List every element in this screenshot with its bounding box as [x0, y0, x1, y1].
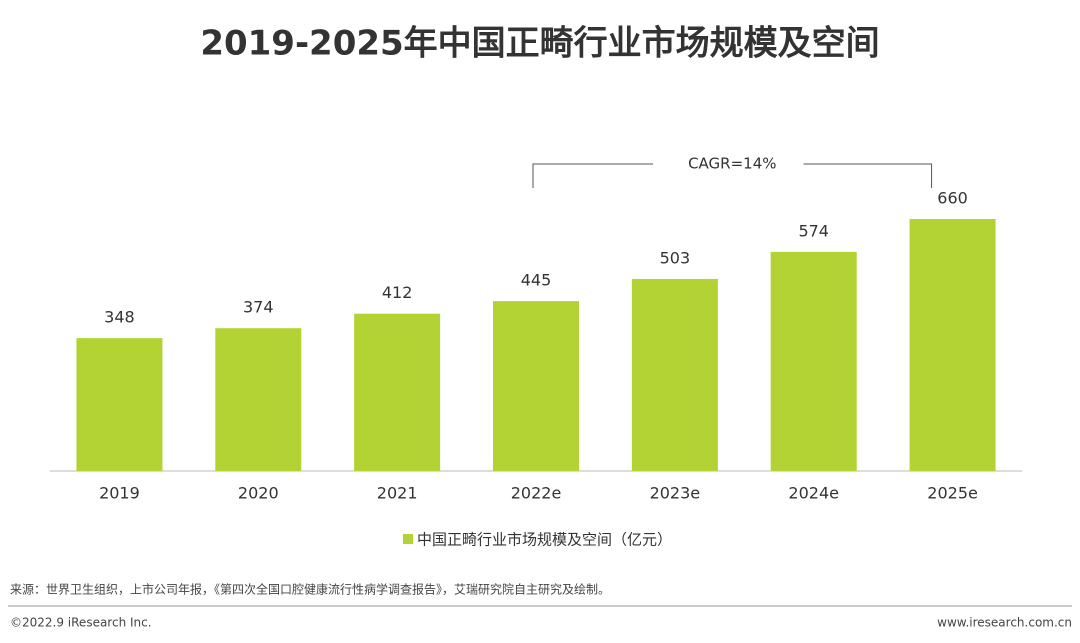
copyright: ©2022.9 iResearch Inc.: [10, 616, 152, 630]
value-label: 660: [937, 189, 968, 208]
chart-title: 2019-2025年中国正畸行业市场规模及空间: [200, 24, 879, 64]
bar: [631, 278, 718, 471]
bar: [215, 328, 302, 471]
cagr-label: CAGR=14%: [688, 155, 776, 173]
legend-label: 中国正畸行业市场规模及空间（亿元）: [417, 531, 672, 549]
source-note: 来源：世界卫生组织，上市公司年报，《第四次全国口腔健康流行性病学调查报告》，艾瑞…: [10, 582, 610, 597]
website: www.iresearch.com.cn: [937, 616, 1072, 630]
cagr-bracket: [532, 163, 933, 188]
value-label: 574: [798, 221, 829, 240]
value-label: 503: [660, 248, 691, 267]
bar: [76, 338, 163, 471]
x-tick-label: 2022e: [511, 484, 562, 503]
bar: [493, 301, 579, 471]
value-label: 374: [243, 298, 274, 317]
x-tick-label: 2021: [377, 484, 418, 503]
x-tick-label: 2025e: [927, 484, 978, 503]
x-tick-label: 2024e: [788, 484, 839, 503]
value-label: 412: [382, 283, 413, 302]
x-tick-label: 2019: [99, 484, 140, 503]
x-tick-label: 2020: [238, 484, 279, 503]
bar: [354, 313, 441, 471]
legend-swatch: [403, 534, 413, 544]
x-tick-label: 2023e: [650, 484, 701, 503]
value-label: 348: [104, 308, 135, 327]
bar: [770, 251, 857, 471]
bar: [909, 219, 996, 471]
value-label: 445: [521, 271, 552, 290]
